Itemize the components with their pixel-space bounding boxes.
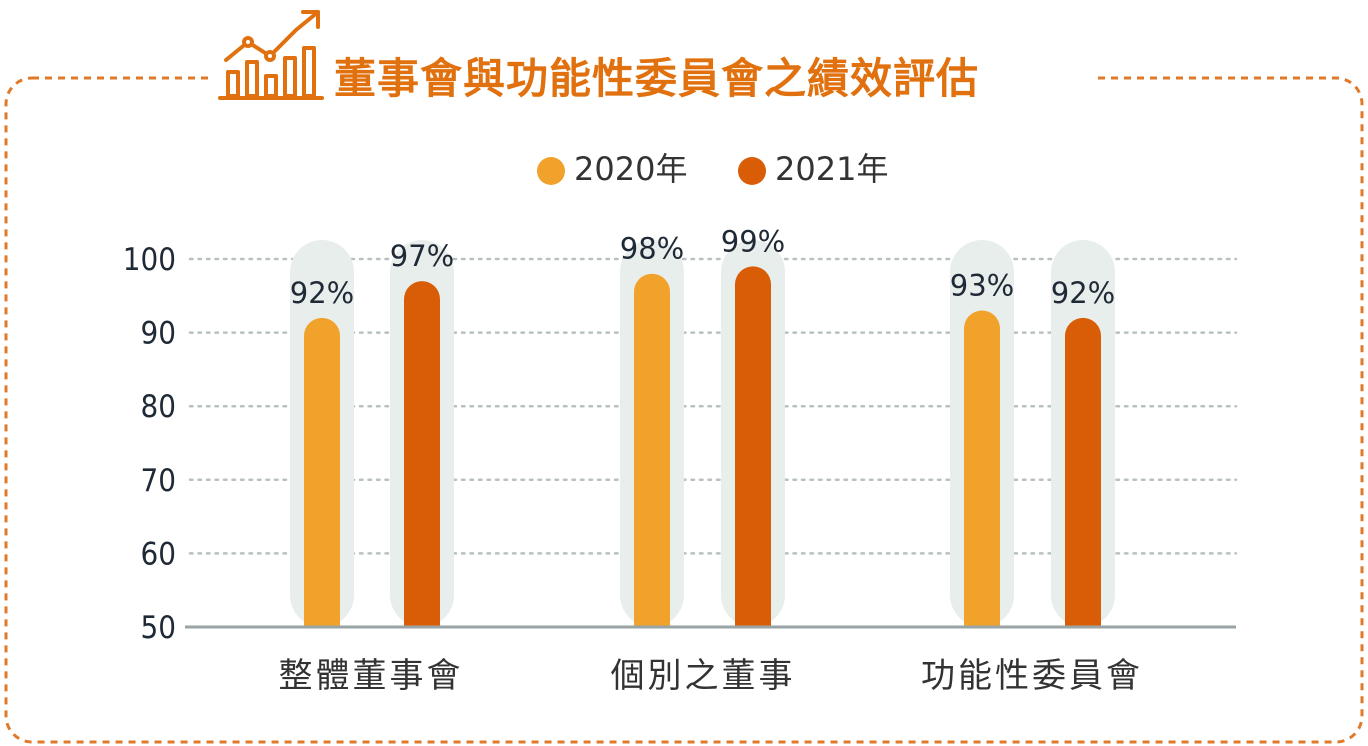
bar-2021-1 [735, 266, 771, 627]
legend: 2020年 2021年 [537, 150, 888, 188]
data-label: 99% [721, 224, 785, 258]
y-tick-label: 50 [141, 610, 176, 646]
data-label: 98% [620, 232, 684, 266]
category-label: 功能性委員會 [921, 656, 1143, 696]
bar-2020-0 [304, 317, 340, 627]
bar-2021-2 [1065, 317, 1101, 627]
bar-2020-1 [634, 273, 670, 627]
data-label: 92% [1051, 276, 1115, 310]
category-label: 個別之董事 [611, 656, 796, 696]
bar-2021-0 [404, 281, 440, 627]
y-axis-ticks: 50 60 70 80 90 100 [123, 242, 176, 646]
data-label: 93% [950, 269, 1014, 303]
bars [304, 266, 1101, 627]
legend-swatch-2021 [738, 157, 766, 185]
y-tick-label: 90 [141, 316, 176, 352]
data-label: 97% [390, 239, 454, 273]
chart-title: 董事會與功能性委員會之績效評估 [334, 54, 979, 103]
category-label: 整體董事會 [279, 656, 464, 696]
legend-label-2020: 2020年 [574, 150, 687, 188]
y-tick-label: 100 [123, 242, 176, 278]
data-labels: 92% 98% 93% 97% 99% 92% [290, 224, 1115, 310]
legend-swatch-2020 [537, 157, 565, 185]
chart-rising-arrow-icon [218, 10, 324, 100]
y-tick-label: 80 [141, 389, 176, 425]
bar-2020-2 [964, 310, 1000, 627]
data-label: 92% [290, 276, 354, 310]
title-mask [212, 40, 1096, 110]
legend-label-2021: 2021年 [775, 150, 888, 188]
y-tick-label: 70 [141, 463, 176, 499]
category-labels: 整體董事會 個別之董事 功能性委員會 [279, 656, 1143, 696]
y-tick-label: 60 [141, 536, 176, 572]
